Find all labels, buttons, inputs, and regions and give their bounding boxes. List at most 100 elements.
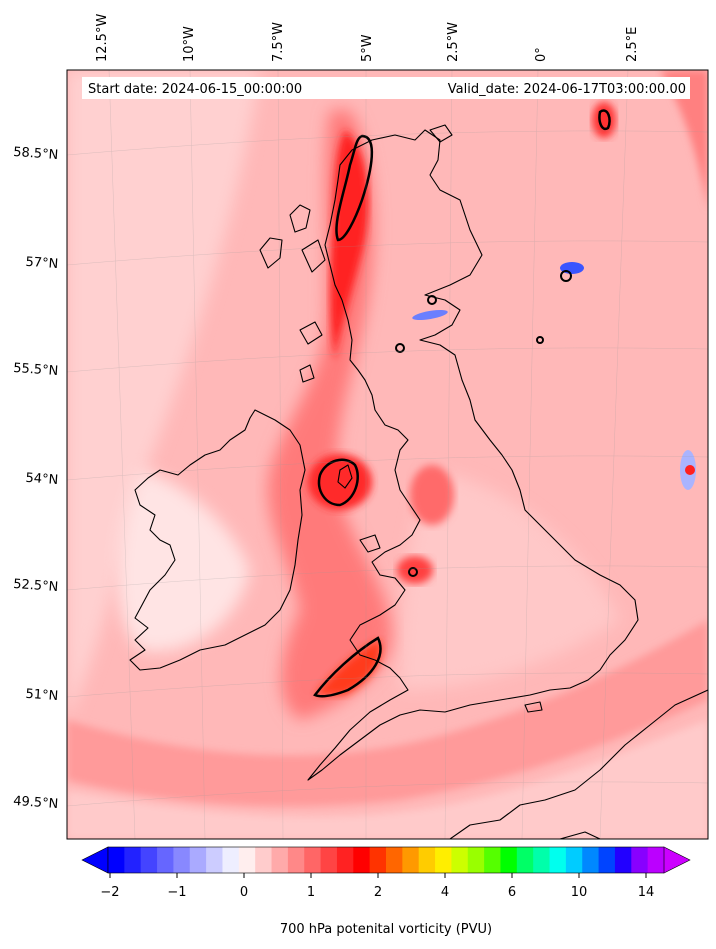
colorbar-cell bbox=[369, 847, 387, 873]
coastline-mull bbox=[299, 321, 323, 345]
colorbar-tick-label: 1 bbox=[307, 885, 315, 900]
pv-streak-bristol-channel bbox=[315, 640, 382, 695]
coastline-great-britain bbox=[307, 129, 639, 781]
coastline-islay bbox=[299, 364, 315, 383]
colorbar-tick-label: 14 bbox=[638, 885, 655, 900]
colorbar-cell bbox=[582, 847, 600, 873]
coastline-isle-of-wight bbox=[524, 701, 543, 713]
pv-field-light-south-england bbox=[400, 470, 620, 690]
colorbar-cell bbox=[631, 847, 649, 873]
pv-contour-small-3 bbox=[395, 343, 405, 353]
colorbar-under-arrow bbox=[81, 846, 109, 874]
pv-contour-irish-sea bbox=[317, 458, 359, 507]
pv-blob-east-edge bbox=[685, 465, 695, 475]
lon-label: 5°W bbox=[360, 34, 375, 62]
colorbar-cell bbox=[516, 847, 534, 873]
coastline-anglesey bbox=[359, 534, 381, 553]
colorbar-cell bbox=[500, 847, 518, 873]
pv-field-sw-band-2 bbox=[67, 720, 708, 839]
colorbar-cell bbox=[435, 847, 453, 873]
colorbar-cell bbox=[353, 847, 371, 873]
latitude-labels: 58.5°N 57°N 55.5°N 54°N 52.5°N 51°N 49.5… bbox=[13, 145, 59, 812]
colorbar-cell bbox=[320, 847, 338, 873]
coastline-isle-of-man bbox=[337, 464, 353, 489]
pv-contour-north-sea-top bbox=[598, 109, 611, 131]
colorbar-tick-label: 10 bbox=[571, 885, 588, 900]
colorbar-tick-label: −2 bbox=[100, 885, 119, 900]
pv-negative-scotland bbox=[412, 309, 448, 321]
colorbar-cell bbox=[336, 847, 354, 873]
lat-label: 49.5°N bbox=[13, 794, 59, 812]
lat-label: 57°N bbox=[25, 255, 59, 272]
colorbar-cell bbox=[614, 847, 632, 873]
colorbar-cell bbox=[467, 847, 485, 873]
coastline-france bbox=[449, 689, 708, 839]
colorbar-label: 700 hPa potenital vorticity (PVU) bbox=[280, 922, 492, 937]
colorbar-cell bbox=[647, 847, 665, 873]
colorbar-outline bbox=[107, 846, 665, 874]
pv-blob-north-sea-top bbox=[592, 102, 616, 138]
colorbar-cell bbox=[222, 847, 240, 873]
pv-contour-small-2 bbox=[427, 295, 437, 305]
coastlines bbox=[129, 124, 708, 839]
colorbar-cell bbox=[287, 847, 305, 873]
date-banner bbox=[82, 77, 690, 99]
pv-streak-core-north bbox=[330, 130, 369, 360]
start-date-label: Start date: 2024-06-15_00:00:00 bbox=[88, 82, 302, 97]
colorbar-tick-label: −1 bbox=[167, 885, 186, 900]
colorbar-cell bbox=[140, 847, 158, 873]
map-panel: Start date: 2024-06-15_00:00:00 Valid_da… bbox=[67, 70, 708, 839]
coastline-ireland bbox=[129, 409, 306, 671]
lon-label: 7.5°W bbox=[271, 22, 286, 62]
colorbar-cell bbox=[206, 847, 224, 873]
colorbar-cell bbox=[451, 847, 469, 873]
pv-field-sw-band-1 bbox=[67, 620, 708, 807]
colorbar-cell bbox=[304, 847, 322, 873]
longitude-labels: 12.5°W 10°W 7.5°W 5°W 2.5°W 0° 2.5°E bbox=[95, 14, 640, 62]
colorbar-cell bbox=[386, 847, 403, 873]
coastline-brittany bbox=[559, 831, 601, 839]
colorbar-cell bbox=[238, 847, 256, 873]
lon-label: 2.5°E bbox=[625, 27, 640, 62]
colorbar-cell bbox=[484, 847, 502, 873]
colorbar-tick-label: 2 bbox=[374, 885, 382, 900]
colorbar-cell bbox=[271, 847, 289, 873]
colorbar-ticks: −2 −1 0 1 2 4 6 10 14 bbox=[100, 873, 654, 900]
lat-label: 55.5°N bbox=[13, 361, 59, 379]
coastline-hebrides-1 bbox=[259, 237, 283, 269]
pv-field-light-west bbox=[67, 70, 260, 720]
pv-contour-bristol bbox=[313, 636, 382, 698]
pv-contour-small-1 bbox=[560, 270, 572, 282]
pv-contour-small-5 bbox=[408, 567, 418, 577]
colorbar-cell bbox=[124, 847, 142, 873]
map-frame bbox=[66, 69, 709, 840]
lon-label: 0° bbox=[534, 47, 549, 62]
coastline-hebrides-2 bbox=[289, 204, 311, 233]
coastline-orkney bbox=[429, 124, 453, 143]
colorbar-cell bbox=[418, 847, 436, 873]
colorbar-cell bbox=[598, 847, 616, 873]
colorbar-cell bbox=[157, 847, 175, 873]
colorbar-cell bbox=[255, 847, 273, 873]
colorbar-cell bbox=[565, 847, 583, 873]
colorbar-cell bbox=[402, 847, 420, 873]
colorbar-tick-label: 0 bbox=[240, 885, 248, 900]
lat-label: 54°N bbox=[25, 471, 59, 488]
colorbar-tick-label: 6 bbox=[508, 885, 516, 900]
valid-date-label: Valid_date: 2024-06-17T03:00:00.00 bbox=[448, 82, 686, 97]
coastline-skye bbox=[301, 239, 326, 273]
pv-blob-wales bbox=[397, 556, 433, 584]
pv-contour-north bbox=[335, 134, 374, 242]
pv-band-norway bbox=[660, 70, 708, 210]
colorbar-cell bbox=[108, 847, 125, 873]
pv-blob-north-england bbox=[410, 465, 454, 525]
pv-contour-small-4 bbox=[536, 336, 544, 344]
pv-blob-irish-sea bbox=[308, 454, 372, 510]
colorbar-tick-label: 4 bbox=[441, 885, 449, 900]
lon-label: 12.5°W bbox=[95, 14, 110, 62]
lat-label: 58.5°N bbox=[13, 145, 59, 163]
lat-label: 52.5°N bbox=[13, 577, 59, 595]
lon-label: 2.5°W bbox=[446, 22, 461, 62]
colorbar: −2 −1 0 1 2 4 6 10 14 700 hPa potenital … bbox=[81, 846, 691, 937]
